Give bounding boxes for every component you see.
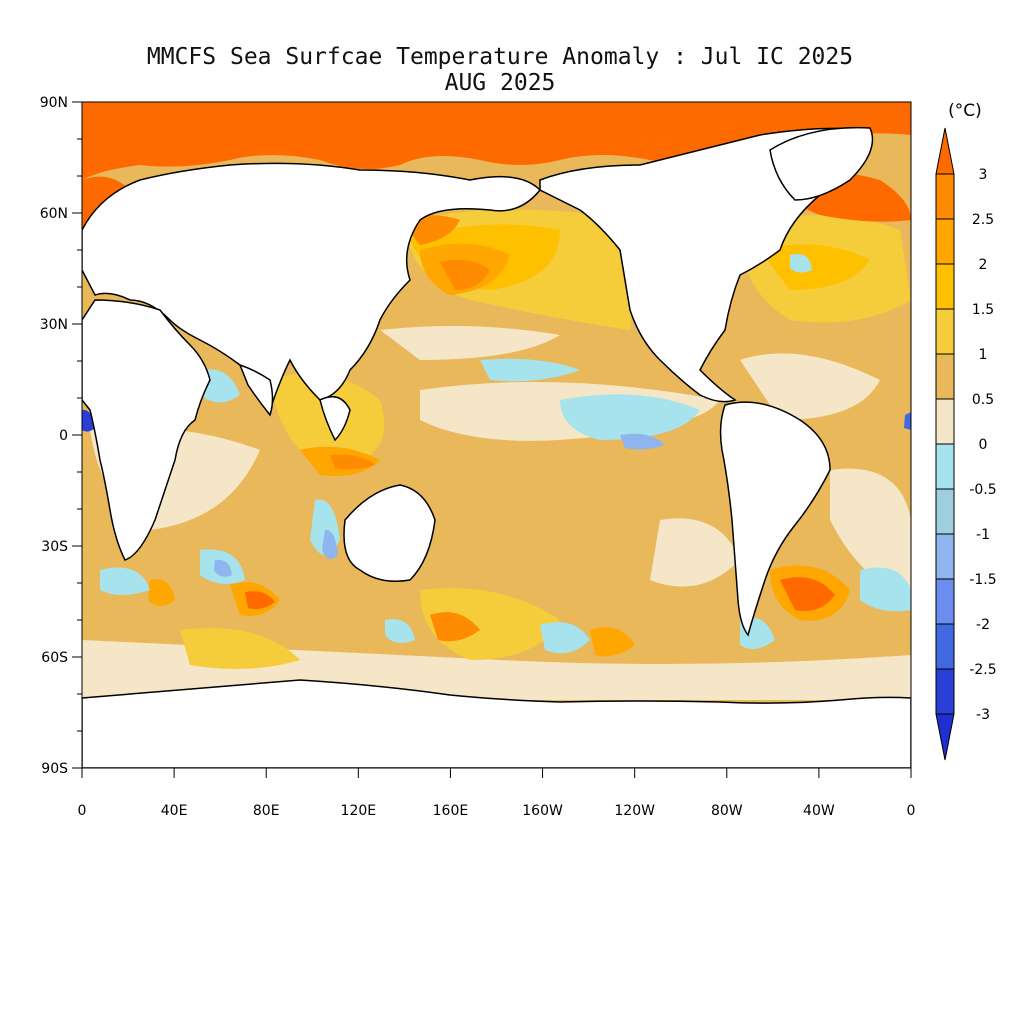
colorbar-box	[935, 398, 955, 445]
anomaly-patch	[180, 628, 300, 669]
lat-tick-label: 0	[59, 428, 68, 444]
anomaly-patch	[100, 567, 150, 595]
landmass-australia	[343, 484, 436, 582]
colorbar-box	[935, 488, 955, 535]
landmass-antarctica	[82, 679, 911, 768]
colorbar-label: -1.5	[969, 572, 996, 588]
anomaly-patch	[322, 529, 338, 559]
lon-tick-label: 120W	[614, 803, 655, 819]
lon-tick-label: 40E	[161, 803, 188, 819]
anomaly-patch	[620, 433, 665, 450]
anomaly-patch	[540, 622, 590, 654]
anomaly-patch	[780, 577, 835, 611]
landmass-north-america	[539, 127, 871, 403]
anomaly-patch	[148, 579, 175, 606]
anomaly-patch	[760, 244, 870, 290]
colorbar-box	[935, 533, 955, 580]
latitude-axis: 90N 60N 30N 0 30S 60S 90S	[40, 95, 82, 777]
anomaly-patch	[590, 627, 635, 657]
anomaly-patch	[790, 254, 812, 273]
colorbar: 3 2.5 2 1.5 1 0.5 0 -0.5 -1 -1.5 -2 -2.5 -3	[935, 127, 997, 761]
colorbar-label: 1	[979, 347, 988, 363]
anomaly-patch	[440, 259, 490, 290]
colorbar-label: -3	[976, 707, 990, 723]
anomaly-patch	[82, 409, 95, 432]
colorbar-box	[935, 218, 955, 265]
colorbar-unit: (°C)	[948, 101, 982, 121]
map-title: MMCFS Sea Surfcae Temperature Anomaly : …	[146, 44, 854, 70]
lon-tick-label: 80W	[711, 803, 743, 819]
land-masses	[82, 126, 911, 768]
anomaly-patch	[214, 559, 232, 577]
colorbar-label: -2.5	[969, 662, 996, 678]
lon-tick-label: 160W	[522, 803, 563, 819]
colorbar-label: 0.5	[972, 392, 994, 408]
landmass-eurasia	[82, 162, 542, 412]
lon-tick-label: 80E	[253, 803, 280, 819]
lon-tick-label: 120E	[341, 803, 377, 819]
colorbar-box	[935, 308, 955, 355]
lat-tick-label: 60S	[41, 650, 68, 666]
colorbar-label: -2	[976, 617, 990, 633]
anomaly-patch	[650, 518, 740, 587]
anomaly-patch	[420, 588, 560, 660]
colorbar-box	[935, 173, 955, 220]
colorbar-label: -0.5	[969, 482, 996, 498]
colorbar-min-triangle	[935, 713, 955, 761]
landmass-africa	[82, 299, 211, 561]
anomaly-patch	[560, 394, 700, 440]
landmass-india	[238, 363, 274, 417]
colorbar-box	[935, 353, 955, 400]
lat-tick-label: 60N	[40, 206, 68, 222]
colorbar-label: 2.5	[972, 212, 994, 228]
lon-tick-label: 0	[907, 803, 916, 819]
colorbar-label: 2	[979, 257, 988, 273]
lon-tick-label: 0	[78, 803, 87, 819]
colorbar-label: 3	[979, 167, 988, 183]
colorbar-box	[935, 263, 955, 310]
colorbar-label: 0	[979, 437, 988, 453]
lat-tick-label: 30S	[41, 539, 68, 555]
lat-tick-label: 30N	[40, 317, 68, 333]
map-subtitle: AUG 2025	[444, 70, 556, 96]
colorbar-box	[935, 578, 955, 625]
anomaly-patch	[830, 468, 911, 600]
landmass-greenland	[769, 126, 874, 201]
landmass-se-asia	[319, 395, 351, 442]
colorbar-box	[935, 623, 955, 670]
colorbar-box	[935, 668, 955, 715]
anomaly-patch	[385, 619, 415, 644]
anomaly-patch	[330, 454, 375, 470]
anomaly-patch	[380, 326, 560, 360]
landmass-south-america	[719, 401, 831, 637]
colorbar-box	[935, 443, 955, 490]
map-plot-area	[82, 102, 911, 768]
colorbar-label: 1.5	[972, 302, 994, 318]
anomaly-patch	[430, 612, 480, 642]
lon-tick-label: 40W	[803, 803, 835, 819]
colorbar-label: -1	[976, 527, 990, 543]
lon-tick-label: 160E	[433, 803, 469, 819]
anomaly-patch	[904, 412, 911, 430]
anomaly-patch	[480, 358, 580, 382]
colorbar-max-triangle	[935, 127, 955, 175]
lat-tick-label: 90N	[40, 95, 68, 111]
anomaly-patch	[860, 567, 911, 612]
lat-tick-label: 90S	[41, 761, 68, 777]
longitude-axis: 0 40E 80E 120E 160E 160W 120W 80W 40W 0	[78, 768, 916, 819]
anomaly-patch	[245, 591, 275, 610]
anomaly-patch	[740, 353, 880, 420]
